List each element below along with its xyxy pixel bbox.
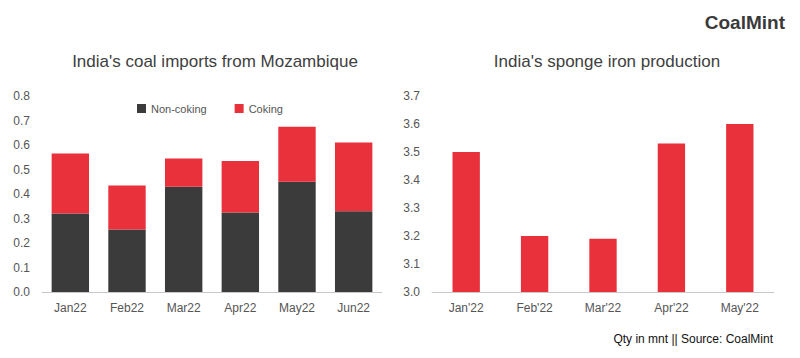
svg-text:Apr'22: Apr'22 (654, 301, 689, 315)
svg-text:0.4: 0.4 (13, 187, 30, 201)
svg-text:0.0: 0.0 (13, 285, 30, 299)
svg-text:Jan'22: Jan'22 (449, 301, 484, 315)
svg-text:Mar22: Mar22 (167, 301, 201, 315)
svg-text:Coking: Coking (249, 103, 283, 115)
svg-text:0.5: 0.5 (13, 163, 30, 177)
svg-text:Apr22: Apr22 (224, 301, 256, 315)
svg-text:0.6: 0.6 (13, 138, 30, 152)
svg-text:Jun22: Jun22 (337, 301, 370, 315)
svg-text:3.5: 3.5 (403, 145, 420, 159)
svg-text:3.3: 3.3 (403, 201, 420, 215)
svg-text:Mar'22: Mar'22 (585, 301, 622, 315)
svg-text:0.3: 0.3 (13, 212, 30, 226)
svg-text:Feb22: Feb22 (110, 301, 144, 315)
svg-text:3.0: 3.0 (403, 285, 420, 299)
svg-text:0.7: 0.7 (13, 114, 30, 128)
svg-text:3.6: 3.6 (403, 117, 420, 131)
svg-text:3.2: 3.2 (403, 229, 420, 243)
svg-text:May22: May22 (279, 301, 315, 315)
svg-text:May'22: May'22 (721, 301, 760, 315)
svg-text:CoalMint: CoalMint (705, 12, 786, 33)
svg-text:Jan22: Jan22 (54, 301, 87, 315)
svg-text:Non-coking: Non-coking (151, 103, 207, 115)
svg-text:Qty in mnt || Source: CoalMint: Qty in mnt || Source: CoalMint (613, 332, 773, 346)
svg-text:3.7: 3.7 (403, 89, 420, 103)
svg-text:0.8: 0.8 (13, 89, 30, 103)
svg-text:India's coal imports from Moza: India's coal imports from Mozambique (72, 52, 358, 71)
svg-text:0.2: 0.2 (13, 236, 30, 250)
svg-text:3.4: 3.4 (403, 173, 420, 187)
svg-text:India's sponge iron production: India's sponge iron production (494, 52, 720, 71)
svg-text:Feb'22: Feb'22 (516, 301, 553, 315)
svg-text:3.1: 3.1 (403, 257, 420, 271)
svg-text:0.1: 0.1 (13, 261, 30, 275)
